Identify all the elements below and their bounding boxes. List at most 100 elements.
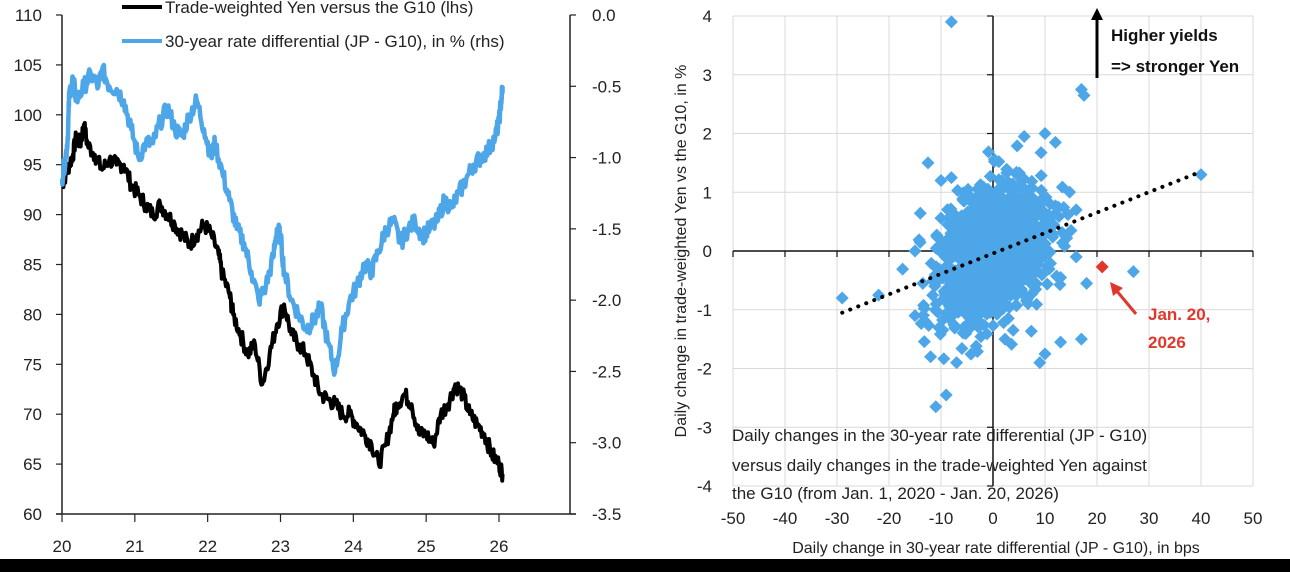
scatter-point — [1017, 129, 1031, 143]
scatter-point — [1025, 174, 1039, 188]
scatter-point — [1080, 276, 1094, 290]
scatter-x-tick-label: 30 — [1140, 509, 1159, 528]
highlight-label-line2: 2026 — [1148, 333, 1186, 352]
scatter-point — [1038, 347, 1052, 361]
scatter-note: Daily changes in the 30-year rate differ… — [732, 426, 1147, 503]
scatter-point — [908, 309, 922, 323]
scatter-point — [1054, 270, 1068, 284]
x-tick-label: 23 — [271, 537, 290, 556]
scatter-point — [947, 282, 961, 296]
right-y-tick-label: -3.0 — [592, 434, 621, 453]
series-line-yen — [60, 121, 505, 483]
scatter-point — [981, 225, 995, 239]
scatter-x-tick-label: 0 — [988, 509, 997, 528]
scatter-point — [835, 291, 849, 305]
scatter-point — [946, 221, 960, 235]
scatter-point — [998, 332, 1012, 346]
left-y-tick-label: 105 — [14, 56, 42, 75]
scatter-point — [1043, 245, 1057, 259]
scatter-y-ticks: -4 -3 -2 -1 0 1 2 3 4 — [697, 7, 712, 496]
scatter-point — [1074, 332, 1088, 346]
scatter-point — [1008, 210, 1022, 224]
scatter-point — [959, 247, 973, 261]
scatter-point — [956, 265, 970, 279]
scatter-point — [1001, 311, 1015, 325]
scatter-point — [1077, 88, 1091, 102]
left-y-tick-label: 90 — [23, 206, 42, 225]
scatter-point — [1034, 146, 1048, 160]
right-y-tick-label: -2.0 — [592, 291, 621, 310]
scatter-point — [929, 400, 943, 414]
scatter-point — [1009, 258, 1023, 272]
scatter-point — [947, 318, 961, 332]
scatter-point — [1039, 190, 1053, 204]
scatter-point — [1040, 277, 1054, 291]
scatter-point — [1024, 219, 1038, 233]
scatter-point — [1011, 225, 1025, 239]
left-y-tick-label: 70 — [23, 405, 42, 424]
series-line-rate-diff — [59, 62, 505, 377]
scatter-point — [975, 275, 989, 289]
scatter-point — [1033, 356, 1047, 370]
scatter-point — [932, 321, 946, 335]
scatter-point — [969, 309, 983, 323]
scatter-point — [924, 350, 938, 364]
scatter-point — [1000, 162, 1014, 176]
scatter-y-label: Daily change in trade-weighted Yen vs th… — [673, 65, 690, 438]
scatter-point — [938, 250, 952, 264]
scatter-point — [934, 211, 948, 225]
scatter-x-tick-label: -20 — [877, 509, 902, 528]
scatter-point — [913, 235, 927, 249]
scatter-y-tick-label: -4 — [697, 477, 712, 496]
scatter-point — [955, 341, 969, 355]
scatter-point — [972, 287, 986, 301]
scatter-y-tick-label: -3 — [697, 418, 712, 437]
scatter-point — [951, 184, 965, 198]
x-tick-label: 24 — [344, 537, 363, 556]
time-series-lines — [59, 62, 505, 483]
scatter-point — [1033, 207, 1047, 221]
scatter-point — [1038, 127, 1052, 140]
scatter-point — [981, 261, 995, 275]
scatter-point — [1052, 209, 1066, 223]
scatter-x-tick-label: 20 — [1088, 509, 1107, 528]
scatter-point — [1024, 190, 1038, 204]
right-y-tick-label: 0.0 — [592, 6, 616, 25]
highlight-annotation: Jan. 20, 2026 — [1110, 282, 1210, 352]
scatter-x-label: Daily change in 30-year rate differentia… — [792, 540, 1200, 557]
scatter-point — [1024, 271, 1038, 285]
scatter-y-tick-label: 3 — [703, 66, 712, 85]
scatter-point — [1020, 243, 1034, 257]
x-tick-label: 22 — [198, 537, 217, 556]
scatter-point — [1008, 286, 1022, 300]
red-arrowhead-icon — [1110, 282, 1123, 296]
scatter-point — [930, 230, 944, 244]
left-y-tick-label: 65 — [23, 455, 42, 474]
right-y-tick-label: -2.5 — [592, 362, 621, 381]
left-y-tick-label: 80 — [23, 305, 42, 324]
scatter-point — [959, 327, 973, 341]
left-y-tick-label: 75 — [23, 355, 42, 374]
scatter-point — [987, 153, 1001, 167]
scatter-point — [982, 305, 996, 319]
scatter-x-tick-label: -30 — [825, 509, 850, 528]
scatter-point — [908, 244, 922, 258]
bottom-black-bar — [0, 559, 1290, 572]
scatter-point — [986, 319, 1000, 333]
scatter-point — [1030, 297, 1044, 311]
scatter-point — [1007, 268, 1021, 282]
annotation-stronger-yen: => stronger Yen — [1111, 57, 1239, 76]
scatter-point — [948, 300, 962, 314]
scatter-point — [938, 267, 952, 281]
scatter-point — [1048, 135, 1062, 149]
scatter-point — [956, 291, 970, 305]
highlight-label-line1: Jan. 20, — [1148, 305, 1210, 324]
x-tick-label: 20 — [53, 537, 72, 556]
scatter-point — [990, 211, 1004, 225]
left-y-tick-label: 110 — [15, 6, 42, 25]
right-y-tick-label: -0.5 — [592, 77, 621, 96]
scatter-point — [921, 156, 935, 170]
left-y-tick-label: 60 — [23, 505, 42, 524]
scatter-point — [983, 195, 997, 209]
note-line-3: the G10 (from Jan. 1, 2020 - Jan. 20, 20… — [732, 484, 1059, 503]
